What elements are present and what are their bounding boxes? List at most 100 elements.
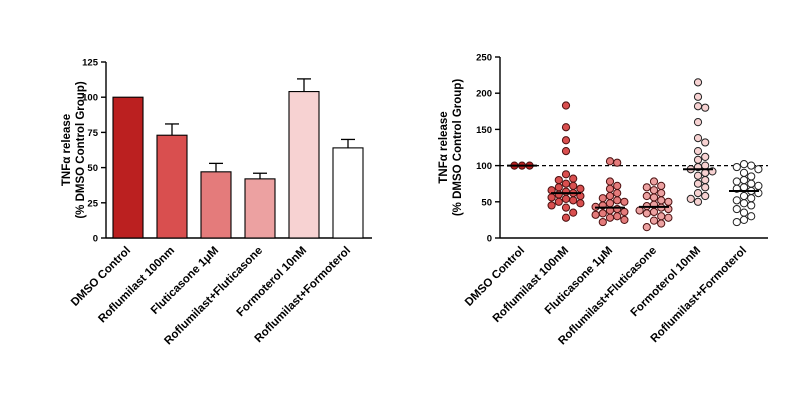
scatter-point [693, 147, 703, 156]
bar [332, 147, 364, 239]
scatter-point [620, 197, 629, 206]
scatter-point [649, 207, 659, 217]
scatter-y-axis-label-line: TNFα release [438, 111, 450, 183]
scatter-point [664, 197, 673, 206]
scatter-point [576, 199, 585, 208]
scatter-point [561, 179, 571, 188]
scatter-point [747, 179, 756, 188]
scatter-point [576, 184, 585, 193]
scatter-y-tick-label: 100 [476, 161, 492, 172]
scatter-point [569, 196, 578, 205]
scatter-point [591, 210, 600, 219]
scatter-point [693, 197, 703, 206]
scatter-point [739, 199, 749, 208]
scatter-point [657, 212, 666, 221]
scatter-point [739, 168, 749, 177]
scatter-point [642, 183, 651, 192]
scatter-point [554, 197, 563, 206]
bar-y-tick-label: 75 [87, 128, 98, 139]
scatter-point [642, 191, 651, 201]
scatter-point [739, 191, 749, 201]
scatter-point [598, 194, 607, 203]
scatter-point [693, 102, 703, 111]
scatter-point [569, 181, 578, 190]
scatter-point [701, 168, 710, 177]
scatter-point [701, 175, 710, 185]
scatter-point [732, 204, 741, 214]
scatter-point [547, 201, 556, 210]
scatter-point [664, 213, 673, 222]
bar-y-tick-label: 50 [87, 163, 98, 174]
scatter-point [693, 118, 703, 127]
scatter-point [561, 170, 571, 179]
scatter-point [561, 136, 571, 145]
scatter-point [613, 204, 622, 214]
bar-y-tick-label: 25 [87, 198, 98, 209]
scatter-category-label: Roflumilast 100nM [491, 245, 571, 325]
scatter-point [554, 190, 563, 199]
scatter-point [620, 207, 629, 217]
scatter-point [649, 216, 659, 225]
scatter-point [754, 165, 763, 174]
scatter-y-axis-label-line: (% DMSO Control Group) [452, 79, 464, 217]
scatter-point [686, 194, 695, 204]
bar [156, 134, 188, 239]
scatter-point [732, 217, 741, 227]
bar-y-tick-label: 125 [82, 58, 99, 69]
bar [244, 178, 276, 239]
scatter-point [561, 194, 571, 204]
scatter-point [747, 212, 756, 221]
scatter-y-tick-label: 0 [487, 234, 492, 245]
scatter-point [613, 196, 622, 205]
scatter-point [569, 174, 578, 183]
scatter-point [732, 177, 741, 186]
scatter-point [613, 158, 622, 167]
scatter-point [598, 217, 607, 227]
scatter-point [620, 215, 629, 224]
scatter-point [747, 201, 756, 210]
scatter-point [693, 133, 703, 143]
scatter-point [732, 162, 741, 172]
scatter-point [554, 175, 563, 185]
scatter-point [649, 193, 659, 202]
scatter-point [657, 181, 666, 190]
scatter-point [747, 194, 756, 203]
scatter-y-tick-label: 200 [476, 89, 492, 100]
scatter-y-tick-label: 150 [476, 125, 492, 136]
scatter-point [701, 152, 710, 162]
scatter-point [613, 181, 622, 190]
scatter-point [747, 172, 756, 181]
scatter-point [569, 208, 578, 217]
scatter-point [635, 206, 644, 215]
scatter-point [657, 196, 666, 205]
scatter-point [561, 101, 571, 110]
scatter-point [605, 213, 615, 222]
scatter-point [561, 213, 571, 222]
scatter-point [739, 215, 749, 224]
scatter-point [701, 103, 710, 112]
bar-y-tick-label: 100 [82, 93, 98, 104]
scatter-point [642, 223, 651, 232]
scatter-point [605, 157, 615, 166]
bar-y-axis-label-line: (% DMSO Control Group) [75, 81, 87, 219]
bar-y-tick-label: 0 [93, 234, 98, 245]
scatter-point [561, 187, 571, 196]
scatter-point [598, 209, 607, 218]
scatter-point [605, 184, 615, 193]
scatter-point [561, 147, 571, 156]
scatter-point [693, 171, 703, 180]
scatter-point [554, 183, 563, 192]
scatter-y-tick-label: 50 [481, 197, 492, 208]
scatter-point [739, 175, 749, 185]
scatter-point [693, 92, 703, 101]
scatter-point [739, 208, 749, 217]
scatter-point [657, 219, 666, 228]
scatter-point [693, 179, 703, 188]
scatter-point [747, 161, 756, 170]
scatter-point [605, 199, 615, 208]
scatter-point [732, 196, 741, 205]
scatter-point [642, 209, 651, 218]
